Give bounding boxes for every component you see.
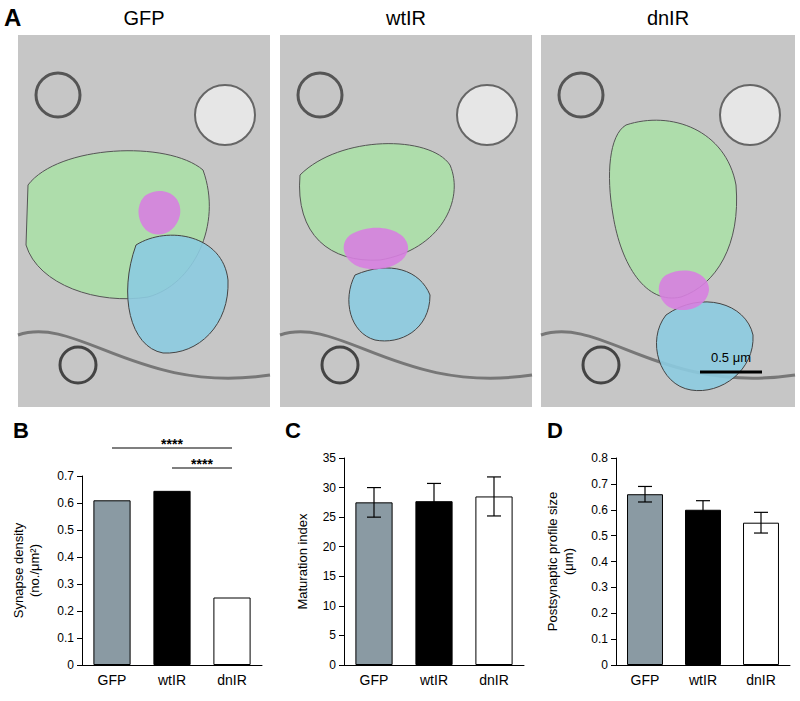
svg-text:0.5 μm: 0.5 μm [711,350,751,365]
svg-text:C: C [285,418,301,443]
svg-text:Maturation index: Maturation index [295,513,310,610]
svg-text:dnIR: dnIR [746,672,776,688]
svg-text:(μm): (μm) [561,548,576,575]
svg-text:dnIR: dnIR [479,672,509,688]
svg-text:wtIR: wtIR [688,672,717,688]
svg-text:****: **** [161,436,183,452]
svg-text:0.7: 0.7 [57,469,74,483]
svg-text:5: 5 [329,628,336,642]
svg-text:dnIR: dnIR [647,7,689,29]
svg-text:0.4: 0.4 [57,550,74,564]
svg-text:10: 10 [323,599,337,613]
svg-text:30: 30 [323,481,337,495]
svg-text:35: 35 [323,451,337,465]
svg-text:wtIR: wtIR [419,672,448,688]
svg-text:GFP: GFP [98,672,127,688]
svg-text:wtIR: wtIR [157,672,186,688]
svg-text:0.5: 0.5 [57,523,74,537]
svg-text:A: A [4,4,21,31]
svg-text:0.2: 0.2 [57,604,74,618]
svg-text:dnIR: dnIR [217,672,247,688]
svg-text:0.3: 0.3 [591,580,608,594]
svg-text:0.5: 0.5 [591,529,608,543]
svg-text:0.2: 0.2 [591,606,608,620]
svg-text:Synapse density: Synapse density [11,522,26,618]
svg-text:0.3: 0.3 [57,577,74,591]
svg-text:GFP: GFP [123,7,164,29]
svg-text:15: 15 [323,569,337,583]
svg-text:B: B [13,418,29,443]
svg-text:0.6: 0.6 [57,496,74,510]
svg-text:****: **** [191,456,213,472]
svg-text:0.8: 0.8 [591,451,608,465]
svg-text:0: 0 [329,658,336,672]
svg-text:0.1: 0.1 [591,632,608,646]
svg-text:(no./μm²): (no./μm²) [27,544,42,597]
svg-text:GFP: GFP [360,672,389,688]
svg-text:0.1: 0.1 [57,631,74,645]
svg-text:20: 20 [323,540,337,554]
svg-text:D: D [547,418,563,443]
svg-text:wtIR: wtIR [385,7,426,29]
svg-text:0: 0 [601,658,608,672]
svg-text:25: 25 [323,510,337,524]
svg-text:GFP: GFP [631,672,660,688]
svg-text:0.7: 0.7 [591,477,608,491]
svg-text:Postsynaptic profile size: Postsynaptic profile size [545,492,560,631]
svg-text:0.4: 0.4 [591,555,608,569]
svg-text:0: 0 [67,658,74,672]
svg-text:0.6: 0.6 [591,503,608,517]
